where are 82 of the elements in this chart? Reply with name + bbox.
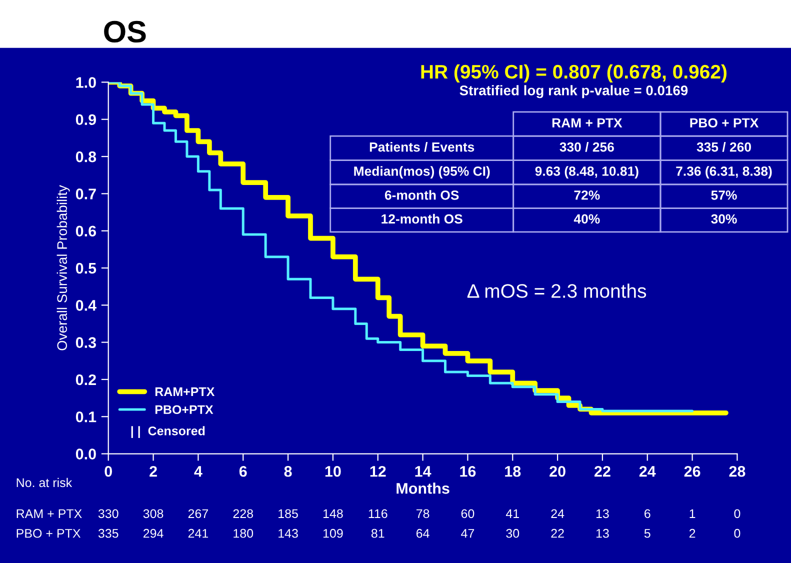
text: 1 (690, 509, 696, 518)
text: 78 (416, 509, 430, 518)
annotation: 12-month OS (382, 214, 462, 224)
text: 116 (368, 509, 388, 518)
x-tick-label: 24 (639, 466, 656, 477)
text: 13 (596, 509, 609, 518)
annotation: 330 / 256 (560, 142, 614, 152)
x-tick-label: 14 (415, 466, 432, 477)
text: 22 (551, 528, 564, 538)
x-tick-label: 10 (325, 466, 341, 477)
annotation: HR (95% CI) = 0.807 (0.678, 0.962) (421, 64, 726, 83)
text: 330 (98, 509, 118, 518)
text: 6 (644, 509, 650, 518)
x-tick-label: 0 (104, 466, 112, 477)
x-tick-label: 2 (150, 466, 157, 477)
text: 30 (506, 528, 520, 538)
y-tick-label: 0.6 (76, 226, 96, 237)
annotation: Δ mOS = 2.3 months (467, 284, 646, 298)
text: 0 (734, 528, 740, 538)
text: 41 (506, 509, 519, 518)
y-tick-label: 0.0 (76, 448, 96, 460)
y-axis-title: Overall Survival Probability (56, 185, 70, 350)
text: 47 (461, 529, 474, 538)
x-tick-label: 22 (594, 466, 610, 477)
annotation: 40% (574, 214, 600, 224)
x-tick-label: 4 (194, 466, 202, 477)
annotation: | | Censored (131, 426, 205, 438)
text: 308 (143, 509, 164, 518)
text: 64 (416, 528, 430, 538)
y-tick-label: 0.3 (76, 337, 96, 348)
x-tick-label: 26 (684, 466, 700, 477)
x-tick-label: 20 (550, 466, 566, 477)
annotation: 6-month OS (384, 190, 459, 200)
x-tick-label: 12 (370, 466, 386, 477)
text: 180 (234, 528, 254, 538)
annotation: Stratified log rank p-value = 0.0169 (460, 85, 688, 98)
text: 241 (188, 528, 208, 538)
annotation: 335 / 260 (696, 142, 751, 152)
legend-label: PBO+PTX (155, 405, 214, 414)
annotation: 30% (711, 214, 737, 224)
text: 185 (278, 509, 298, 518)
text: 109 (323, 528, 343, 538)
annotation: 9.63 (8.48, 10.81) (535, 166, 638, 178)
text: 294 (143, 528, 164, 538)
text: 24 (551, 509, 564, 518)
text: 267 (188, 509, 208, 518)
y-tick-label: 0.8 (76, 151, 96, 162)
y-tick-label: 0.5 (76, 262, 96, 274)
text: 143 (278, 528, 298, 538)
text: 60 (461, 509, 474, 518)
text: RAM + PTX (16, 509, 82, 518)
annotation: PBO + PTX (690, 118, 759, 128)
text: 2 (689, 528, 696, 538)
text: PBO + PTX (16, 528, 81, 538)
text: 148 (323, 509, 343, 518)
x-tick-label: 6 (239, 466, 247, 477)
y-tick-label: 0.2 (76, 374, 96, 386)
y-tick-label: 0.7 (76, 188, 96, 200)
text: 228 (233, 509, 254, 518)
x-tick-label: 18 (505, 466, 521, 477)
x-tick-label: 16 (460, 466, 476, 477)
legend-label: RAM+PTX (155, 387, 215, 396)
annotation: Patients / Events (370, 142, 474, 152)
x-tick-label: 8 (284, 466, 292, 477)
x-axis-title: Months (396, 482, 450, 494)
text: 5 (644, 529, 650, 538)
text: 13 (596, 528, 609, 538)
annotation: RAM + PTX (552, 118, 622, 128)
text: 0 (734, 509, 740, 518)
y-tick-label: 0.9 (76, 114, 96, 126)
x-tick-label: 28 (729, 466, 746, 477)
annotation: 57% (711, 190, 737, 200)
y-tick-label: 0.1 (76, 411, 96, 422)
annotation: 72% (574, 190, 600, 200)
annotation: 7.36 (6.31, 8.38) (676, 166, 772, 178)
y-tick-label: 0.4 (76, 300, 96, 311)
annotation: Median(mos) (95% CI) (354, 166, 490, 178)
chart-title: OS (104, 20, 146, 43)
text: 81 (371, 528, 384, 538)
text: No. at risk (16, 478, 72, 488)
y-tick-label: 1.0 (76, 77, 96, 88)
text: 335 (98, 528, 118, 538)
